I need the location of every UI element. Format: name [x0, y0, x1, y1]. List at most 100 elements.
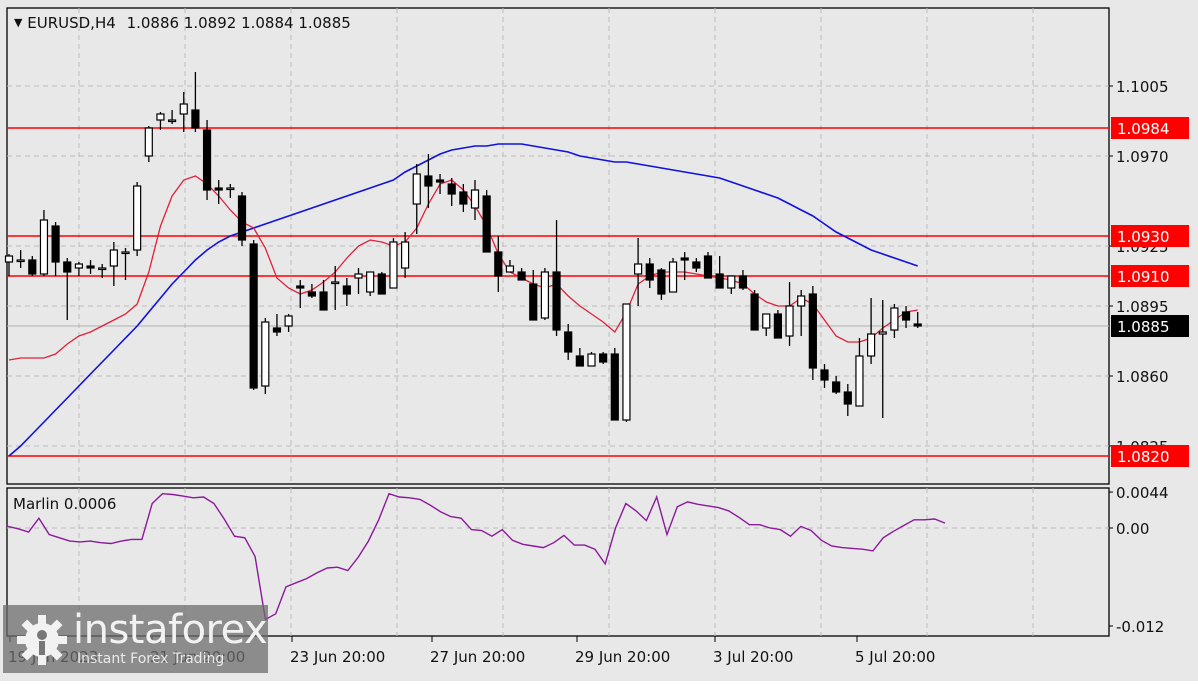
candle[interactable] [738, 270, 748, 290]
candle[interactable] [214, 180, 223, 204]
candle[interactable] [98, 264, 107, 278]
symbol-label: EURUSD,H4 [27, 14, 116, 32]
candle[interactable] [890, 304, 899, 338]
candle[interactable] [878, 300, 887, 418]
candle[interactable] [331, 266, 340, 310]
candle[interactable] [156, 112, 165, 130]
candle[interactable] [377, 272, 386, 295]
candle[interactable] [447, 178, 456, 206]
candle[interactable] [703, 252, 713, 279]
candle[interactable] [74, 262, 84, 276]
candle[interactable] [109, 242, 118, 286]
candle[interactable] [505, 260, 515, 273]
price-tick-label: 1.1005 [1116, 78, 1169, 96]
candle[interactable] [202, 120, 212, 200]
candle[interactable] [144, 126, 153, 162]
candle[interactable] [354, 268, 363, 294]
current-price-label: 1.0885 [1117, 318, 1170, 336]
candle[interactable] [610, 348, 619, 421]
candle[interactable] [785, 282, 794, 346]
candle[interactable] [494, 236, 503, 292]
candle[interactable] [39, 210, 49, 276]
candle[interactable] [272, 314, 282, 336]
candle[interactable] [179, 92, 188, 132]
candle[interactable] [226, 184, 235, 198]
candle[interactable] [517, 268, 526, 281]
candle[interactable] [51, 222, 60, 276]
candle[interactable] [28, 256, 37, 276]
candle[interactable] [633, 238, 643, 306]
candle[interactable] [389, 238, 398, 289]
candle[interactable] [168, 110, 177, 124]
candle[interactable] [564, 324, 573, 360]
indicator-tick-label: -0.012 [1116, 618, 1164, 636]
current-price-tag [1111, 315, 1189, 337]
candle[interactable] [459, 184, 468, 212]
candle[interactable] [843, 384, 852, 416]
slow-moving-average-line [8, 143, 918, 457]
level-price-label: 1.0820 [1117, 448, 1170, 466]
candle[interactable] [319, 280, 328, 311]
candle[interactable] [540, 268, 550, 320]
candle[interactable] [866, 298, 876, 364]
candle[interactable] [470, 180, 480, 220]
support-resistance-levels: 1.0984 1.0930 1.0910 1.0820 [7, 117, 1189, 467]
price-tick-label: 1.0895 [1116, 298, 1169, 316]
candle[interactable] [587, 352, 596, 367]
candle[interactable] [762, 313, 771, 336]
candle[interactable] [622, 303, 631, 422]
candle[interactable] [435, 174, 445, 194]
time-axis-label: 29 Jun 20:00 [575, 648, 670, 666]
candle[interactable] [191, 72, 200, 132]
candle[interactable] [296, 280, 305, 308]
candle[interactable] [237, 192, 247, 246]
candle[interactable] [482, 190, 491, 253]
level-price-label: 1.0984 [1117, 120, 1170, 138]
candle[interactable] [680, 252, 689, 280]
candle[interactable] [599, 352, 608, 364]
candle[interactable] [913, 312, 922, 328]
candle[interactable] [412, 164, 421, 234]
candle[interactable] [249, 240, 258, 390]
indicator-panel-border [6, 487, 1110, 637]
candle[interactable] [692, 258, 701, 272]
candle[interactable] [4, 254, 14, 276]
candle[interactable] [727, 275, 736, 294]
candle[interactable] [307, 284, 316, 298]
candle[interactable] [657, 268, 666, 300]
candle[interactable] [261, 318, 270, 394]
candle[interactable] [820, 364, 829, 388]
watermark-brand: instaforex [73, 607, 268, 653]
price-tick-label: 1.0970 [1116, 148, 1169, 166]
candle[interactable] [750, 290, 759, 331]
candle[interactable] [16, 250, 25, 268]
candle[interactable] [529, 270, 538, 321]
candle[interactable] [668, 258, 678, 293]
level-price-label: 1.0930 [1117, 228, 1170, 246]
candle[interactable] [424, 154, 433, 208]
indicator-label: Marlin 0.0006 [13, 495, 116, 513]
candle[interactable] [808, 286, 817, 380]
indicator-tick-label: 0.0044 [1116, 484, 1169, 502]
candle[interactable] [552, 220, 561, 336]
candle[interactable] [366, 271, 375, 296]
candle[interactable] [575, 348, 584, 367]
time-axis-label: 5 Jul 20:00 [855, 648, 935, 666]
candle[interactable] [645, 258, 654, 288]
candle[interactable] [63, 258, 72, 320]
candle[interactable] [832, 376, 841, 394]
candle[interactable] [715, 256, 724, 289]
candle[interactable] [284, 314, 293, 332]
candle[interactable] [121, 248, 130, 280]
candle[interactable] [773, 310, 783, 339]
triangle-down-icon[interactable]: ▼ [14, 16, 23, 29]
candle[interactable] [86, 260, 95, 274]
candle[interactable] [342, 278, 351, 306]
candle[interactable] [855, 338, 864, 407]
candle[interactable] [133, 182, 142, 256]
candle[interactable] [901, 306, 911, 328]
candle[interactable] [797, 290, 806, 336]
candle[interactable] [401, 232, 410, 278]
